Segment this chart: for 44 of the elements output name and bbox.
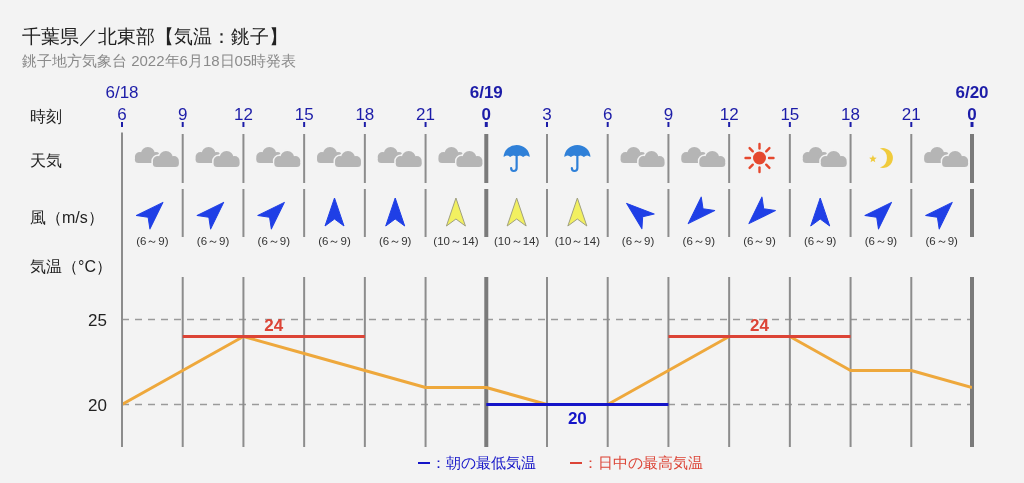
text: 天気	[30, 151, 62, 169]
annotation: (6～9)	[378, 235, 412, 247]
x-tick-label: 18	[355, 104, 375, 124]
annotation: (6～9)	[318, 235, 351, 247]
x-tick-label: 15	[780, 104, 800, 124]
x-axis-title: 時刻	[30, 107, 62, 125]
x-tick-label: 3	[542, 104, 552, 124]
annotation: (10～14)	[433, 235, 479, 247]
annotation: 24	[264, 316, 284, 335]
annotation: (6～9)	[925, 235, 959, 247]
x-tick-label: 0	[967, 104, 977, 124]
text: 風（m/s）	[30, 208, 104, 226]
x-tick-label: 0	[481, 104, 492, 124]
y-axis-title: 気温（°C）	[30, 257, 112, 275]
chart-title: 千葉県／北東部【気温：銚子】	[22, 26, 288, 48]
x-tick-label: 18	[841, 104, 861, 124]
annotation: (10～14)	[554, 235, 601, 247]
annotation: (6～9)	[257, 235, 291, 247]
annotation: 24	[750, 316, 770, 335]
x-tick-label: 15	[294, 104, 314, 124]
legend-label: ：日中の最高気温	[582, 453, 703, 473]
chart-subtitle: 銚子地方気象台 2022年6月18日05時発表	[22, 52, 297, 70]
annotation: (6～9)	[621, 235, 655, 247]
annotation: (6～9)	[864, 235, 898, 247]
x-tick-label: 9	[177, 104, 188, 124]
annotation: 20	[567, 409, 587, 428]
text: 6/20	[955, 82, 989, 102]
legend-label: ：朝の最低気温	[430, 453, 536, 473]
annotation: (6～9)	[743, 235, 776, 247]
y-tick-label: 25	[88, 310, 107, 330]
x-tick-label: 6	[117, 104, 127, 124]
x-tick-label: 12	[719, 104, 739, 124]
x-tick-label: 12	[233, 104, 253, 124]
annotation: (6～9)	[136, 235, 169, 247]
annotation: (6～9)	[803, 235, 837, 247]
x-tick-label: 21	[901, 104, 921, 124]
annotation: (6～9)	[196, 235, 230, 247]
annotation: (10～14)	[494, 235, 540, 247]
x-tick-label: 9	[663, 104, 674, 124]
text: 6/18	[105, 82, 139, 102]
x-tick-label: 21	[416, 104, 436, 124]
text: 6/19	[469, 82, 503, 102]
x-tick-label: 6	[602, 104, 613, 124]
annotation: (6～9)	[682, 235, 716, 247]
